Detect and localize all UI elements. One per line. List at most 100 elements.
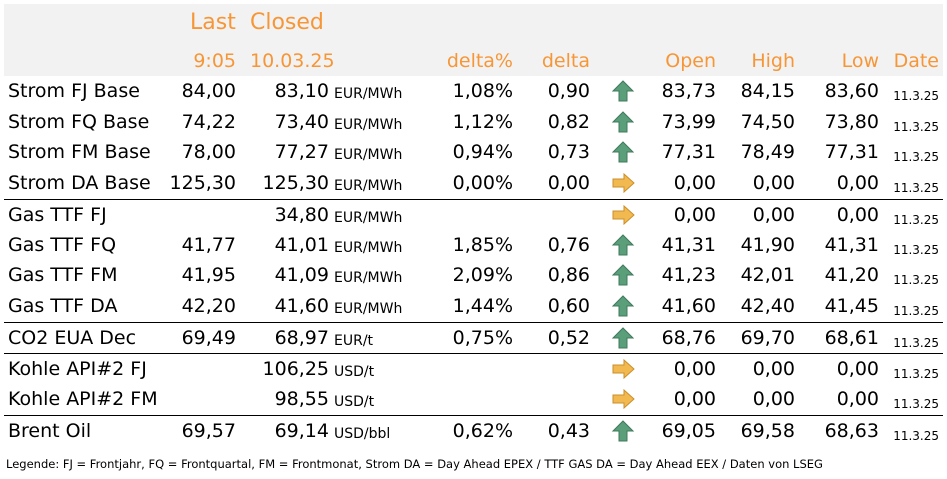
date-value: 11.3.25: [893, 150, 939, 164]
date-value: 11.3.25: [893, 243, 939, 257]
closed-value: 73,40: [274, 111, 329, 133]
arrow-right-icon: [611, 358, 635, 380]
delta-header: delta: [541, 50, 590, 72]
arrow-right-icon: [611, 204, 635, 226]
instrument-name: Brent Oil: [8, 420, 92, 442]
closed-date: 10.03.25: [250, 50, 335, 72]
delta-value: 0,52: [547, 327, 590, 349]
delta-pct-value: 1,44%: [452, 295, 513, 317]
low-value: 73,80: [824, 111, 879, 133]
last-header: Last: [190, 10, 236, 35]
unit-label: EUR/MWh: [334, 178, 403, 194]
arrow-up-icon: [611, 141, 635, 163]
closed-value: 41,09: [274, 264, 329, 286]
date-value: 11.3.25: [893, 181, 939, 195]
last-value: 125,30: [169, 172, 236, 194]
arrow-up-icon: [611, 264, 635, 286]
high-value: 69,70: [740, 327, 795, 349]
last-value: 69,57: [181, 420, 236, 442]
table-row: Gas TTF FQ 41,77 41,01 EUR/MWh 1,85% 0,76 41,3…: [4, 230, 943, 261]
instrument-name: CO2 EUA Dec: [8, 327, 137, 349]
instrument-name: Strom FQ Base: [8, 111, 150, 133]
table-row: Kohle API#2 FM 98,55 USD/t 0,00 0,00 0,00 11.3…: [4, 384, 943, 415]
unit-label: EUR/MWh: [334, 86, 403, 102]
instrument-name: Gas TTF FQ: [8, 234, 117, 256]
table-row: Strom FJ Base 84,00 83,10 EUR/MWh 1,08% 0,90 8…: [4, 76, 943, 107]
unit-label: EUR/MWh: [334, 240, 403, 256]
low-value: 83,60: [824, 80, 879, 102]
low-value: 41,31: [824, 234, 879, 256]
table-row: Gas TTF FM 41,95 41,09 EUR/MWh 2,09% 0,86 41,2…: [4, 260, 943, 291]
high-value: 42,40: [740, 295, 795, 317]
closed-value: 34,80: [274, 204, 329, 226]
unit-label: EUR/MWh: [334, 117, 403, 133]
arrow-right-icon: [611, 172, 635, 194]
open-value: 0,00: [673, 204, 716, 226]
delta-pct-header: delta%: [446, 50, 513, 72]
delta-pct-value: 2,09%: [452, 264, 513, 286]
high-value: 42,01: [740, 264, 795, 286]
delta-value: 0,43: [547, 420, 590, 442]
unit-label: USD/t: [334, 364, 375, 380]
low-value: 77,31: [824, 141, 879, 163]
closed-header: Closed: [250, 10, 324, 35]
unit-label: EUR/MWh: [334, 301, 403, 317]
date-value: 11.3.25: [893, 273, 939, 287]
instrument-name: Strom FJ Base: [8, 80, 140, 102]
last-value: 42,20: [181, 295, 236, 317]
open-value: 77,31: [661, 141, 716, 163]
high-value: 78,49: [740, 141, 795, 163]
instrument-name: Strom DA Base: [8, 172, 151, 194]
delta-pct-value: 0,62%: [452, 420, 513, 442]
delta-value: 0,73: [547, 141, 590, 163]
low-header: Low: [841, 50, 879, 72]
high-value: 74,50: [740, 111, 795, 133]
table-row: Brent Oil 69,57 69,14 USD/bbl 0,62% 0,43 69,05…: [4, 415, 943, 447]
delta-pct-value: 0,94%: [452, 141, 513, 163]
open-value: 83,73: [661, 80, 716, 102]
date-value: 11.3.25: [893, 304, 939, 318]
high-value: 69,58: [740, 420, 795, 442]
closed-value: 77,27: [274, 141, 329, 163]
high-value: 41,90: [740, 234, 795, 256]
closed-value: 41,60: [274, 295, 329, 317]
legend-text: Legende: FJ = Frontjahr, FQ = Frontquart…: [6, 457, 823, 471]
table-row: CO2 EUA Dec 69,49 68,97 EUR/t 0,75% 0,52 68,76…: [4, 322, 943, 354]
last-value: 41,77: [181, 234, 236, 256]
unit-label: USD/bbl: [334, 426, 391, 442]
date-value: 11.3.25: [893, 336, 939, 350]
open-value: 0,00: [673, 358, 716, 380]
delta-value: 0,76: [547, 234, 590, 256]
instrument-name: Kohle API#2 FM: [8, 388, 158, 410]
delta-pct-value: 1,08%: [452, 80, 513, 102]
closed-value: 69,14: [274, 420, 329, 442]
table-row: Strom FM Base 78,00 77,27 EUR/MWh 0,94% 0,73 7…: [4, 137, 943, 168]
delta-value: 0,86: [547, 264, 590, 286]
delta-value: 0,00: [547, 172, 590, 194]
last-time: 9:05: [193, 50, 236, 72]
open-value: 41,31: [661, 234, 716, 256]
table-row: Strom FQ Base 74,22 73,40 EUR/MWh 1,12% 0,82 7…: [4, 107, 943, 138]
high-value: 84,15: [740, 80, 795, 102]
instrument-name: Gas TTF DA: [8, 295, 118, 317]
unit-label: EUR/MWh: [334, 210, 403, 226]
date-value: 11.3.25: [893, 89, 939, 103]
last-value: 69,49: [181, 327, 236, 349]
unit-label: USD/t: [334, 394, 375, 410]
table-row: Gas TTF DA 42,20 41,60 EUR/MWh 1,44% 0,60 41,6…: [4, 291, 943, 322]
table-header: Last Closed 9:05 10.03.25 delta% delta O…: [4, 4, 943, 76]
closed-value: 125,30: [262, 172, 329, 194]
table-row: Gas TTF FJ 34,80 EUR/MWh 0,00 0,00 0,00 11.3.2…: [4, 199, 943, 231]
high-value: 0,00: [752, 204, 795, 226]
low-value: 0,00: [836, 172, 879, 194]
high-value: 0,00: [752, 358, 795, 380]
date-value: 11.3.25: [893, 213, 939, 227]
high-value: 0,00: [752, 172, 795, 194]
arrow-up-icon: [611, 80, 635, 102]
low-value: 68,63: [824, 420, 879, 442]
delta-pct-value: 0,75%: [452, 327, 513, 349]
unit-label: EUR/t: [334, 333, 374, 349]
last-value: 78,00: [181, 141, 236, 163]
arrow-up-icon: [611, 327, 635, 349]
open-value: 41,60: [661, 295, 716, 317]
